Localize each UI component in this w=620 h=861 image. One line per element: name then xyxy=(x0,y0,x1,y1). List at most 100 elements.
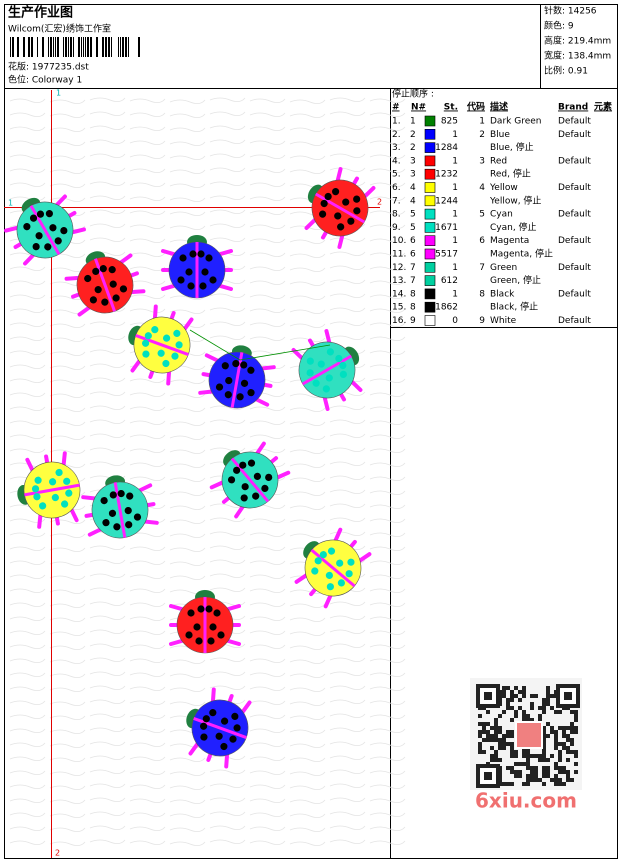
qr-module xyxy=(550,754,554,758)
hatch xyxy=(169,533,206,538)
hatch xyxy=(89,671,126,676)
spot xyxy=(189,250,197,258)
info-item: 针数: 14256 xyxy=(544,5,597,17)
hatch xyxy=(129,140,166,145)
stripe xyxy=(113,482,127,538)
qr-module xyxy=(534,694,538,698)
hatch xyxy=(129,616,166,621)
qr-module xyxy=(506,702,510,706)
hatch xyxy=(9,672,46,677)
hatch xyxy=(49,351,86,356)
hatch xyxy=(169,183,206,188)
hatch xyxy=(209,545,246,550)
qr-module xyxy=(486,738,490,742)
bar xyxy=(120,37,121,57)
hatch xyxy=(169,211,206,216)
hatch xyxy=(129,812,166,817)
qr-module xyxy=(574,726,578,730)
qr-module xyxy=(486,730,490,734)
spot xyxy=(337,223,345,231)
qr-module xyxy=(494,734,498,738)
row-number: 3. xyxy=(392,143,401,153)
hatch xyxy=(289,435,326,440)
hatch xyxy=(129,630,166,635)
row-number: 11. xyxy=(392,250,406,260)
description: White xyxy=(490,316,517,326)
hatch xyxy=(209,587,246,592)
hatch xyxy=(249,826,286,831)
stitches: 1671 xyxy=(435,223,458,233)
qr-module xyxy=(506,766,510,770)
spot xyxy=(320,199,328,208)
hatch xyxy=(129,210,166,215)
hatch xyxy=(89,349,126,354)
bar xyxy=(87,37,89,57)
color-swatch xyxy=(424,301,436,313)
hatch xyxy=(329,615,366,620)
hatch xyxy=(49,547,86,552)
hatch xyxy=(249,658,286,663)
qr-module xyxy=(526,762,530,766)
hatch xyxy=(9,98,46,103)
qr-module xyxy=(510,750,514,754)
qr-module xyxy=(562,766,566,770)
qr-module xyxy=(510,770,514,774)
ladybug xyxy=(294,527,372,609)
hatch xyxy=(249,420,286,425)
hatch xyxy=(49,323,86,328)
hatch xyxy=(329,237,366,242)
bar xyxy=(90,37,92,57)
qr-module xyxy=(518,698,522,702)
qr-module xyxy=(506,734,510,738)
hatch xyxy=(89,811,126,816)
qr-module xyxy=(510,782,514,786)
qr-code xyxy=(470,678,582,790)
axis-marker: 1 xyxy=(8,199,13,208)
hatch xyxy=(329,489,366,494)
column-header: 元素 xyxy=(594,101,612,113)
qr-module xyxy=(542,750,546,754)
spot xyxy=(253,472,262,480)
hatch xyxy=(289,127,326,132)
hatch xyxy=(369,392,406,397)
description: Magenta, 停止 xyxy=(490,248,553,260)
brand: Default xyxy=(558,183,591,193)
bar xyxy=(102,37,104,57)
hatch xyxy=(9,336,46,341)
hatch xyxy=(9,126,46,131)
hatch xyxy=(329,643,366,648)
spot xyxy=(109,280,117,288)
ladybug xyxy=(209,441,291,519)
spot xyxy=(232,359,240,368)
hatch xyxy=(89,783,126,788)
stitches: 1 xyxy=(452,210,458,220)
spot xyxy=(241,483,249,491)
spot xyxy=(125,521,133,529)
qr-module xyxy=(526,754,530,758)
hatch xyxy=(249,518,286,523)
hatch xyxy=(329,447,366,452)
brand: Default xyxy=(558,156,591,166)
hatch xyxy=(369,210,406,215)
hatch xyxy=(329,405,366,410)
hatch xyxy=(249,126,286,131)
hatch xyxy=(49,407,86,412)
stitches: 1 xyxy=(452,130,458,140)
hatch xyxy=(329,671,366,676)
hatch xyxy=(289,673,326,678)
hatch xyxy=(89,363,126,368)
hatch xyxy=(49,743,86,748)
hatch xyxy=(369,168,406,173)
hatch xyxy=(89,545,126,550)
hatch xyxy=(289,421,326,426)
spot xyxy=(171,352,179,360)
qr-module xyxy=(554,762,558,766)
qr-module xyxy=(510,742,514,746)
qr-module xyxy=(526,718,530,722)
qr-module xyxy=(534,766,538,770)
hatch xyxy=(209,125,246,130)
hatch xyxy=(209,433,246,438)
hatch xyxy=(289,603,326,608)
qr-module xyxy=(550,778,554,782)
hatch xyxy=(169,575,206,580)
